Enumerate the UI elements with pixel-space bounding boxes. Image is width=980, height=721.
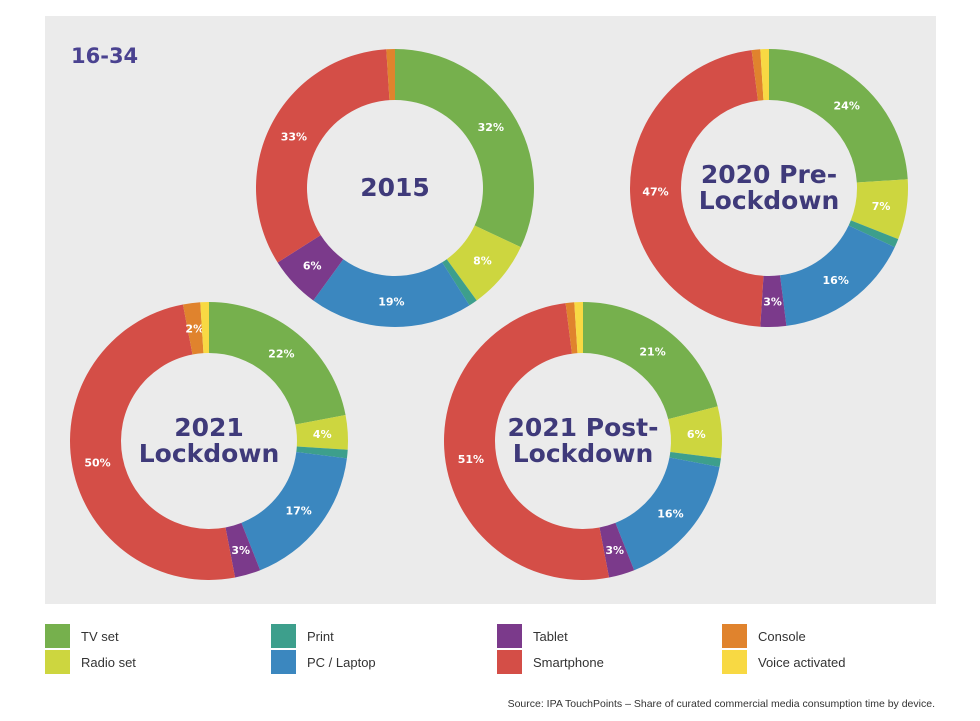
slice-2-voice-activated: [200, 302, 209, 354]
donut-charts-svg: 32%8%19%6%33%24%7%16%3%47%22%4%17%3%50%2…: [69, 49, 909, 581]
slice-1-tv-set: [769, 49, 908, 183]
slice-0-smartphone: [256, 49, 390, 263]
donut-title-2021-post-lockdown: 2021 Post- Lockdown: [483, 415, 683, 467]
slice-3-tv-set: [583, 302, 718, 420]
source-note: Source: IPA TouchPoints – Share of curat…: [507, 698, 935, 710]
title-line: Lockdown: [698, 186, 840, 215]
slice-label-2-pc-laptop: 17%: [286, 505, 312, 518]
legend-label: PC / Laptop: [307, 654, 376, 670]
slice-label-3-radio-set: 6%: [687, 428, 706, 441]
legend-swatch: [271, 650, 296, 674]
slice-label-2-tablet: 3%: [231, 544, 250, 557]
slice-2-tv-set: [209, 302, 346, 425]
slice-0-tablet: [277, 235, 344, 301]
chart-panel: 16-34 32% 8% 19% 6% 33% 24% 7% 16% 3% 47% 22% 4% 17%…: [45, 16, 936, 604]
slice-label-3-smartphone: 51%: [458, 453, 484, 466]
slice-label-1-smartphone: 47%: [642, 186, 668, 199]
legend-item-console: Console: [722, 624, 806, 648]
slice-3-tablet: [599, 522, 635, 578]
slice-3-voice-activated: [574, 302, 583, 354]
legend-label: Smartphone: [533, 654, 604, 670]
legend-label: TV set: [81, 628, 119, 644]
legend-label: Console: [758, 628, 806, 644]
slice-0-console: [386, 49, 395, 101]
legend-swatch: [722, 624, 747, 648]
legend-item-voice-activated: Voice activated: [722, 650, 845, 674]
slice-label-2-console: 2%: [185, 322, 204, 335]
slice-label-3-tv-set: 21%: [639, 345, 665, 358]
legend-item-tablet: Tablet: [497, 624, 568, 648]
slice-label-3-tablet: 3%: [605, 544, 624, 557]
legend-label: Radio set: [81, 654, 136, 670]
slice-label-1-pc-laptop: 16%: [823, 274, 849, 287]
slice-label-0-radio-set: 8%: [473, 254, 492, 267]
slice-3-radio-set: [668, 406, 722, 459]
slice-label-1-radio-set: 7%: [872, 200, 891, 213]
slice-2-pc-laptop: [241, 452, 347, 571]
slice-label-2-smartphone: 50%: [84, 456, 110, 469]
legend-item-tv-set: TV set: [45, 624, 119, 648]
slice-1-print: [848, 220, 899, 248]
slice-3-smartphone: [443, 303, 610, 581]
legend-item-radio-set: Radio set: [45, 650, 136, 674]
slice-1-smartphone: [630, 50, 764, 327]
legend-item-pc-laptop: PC / Laptop: [271, 650, 376, 674]
donut-title-2020-pre-lockdown: 2020 Pre- Lockdown: [669, 162, 869, 214]
slice-0-pc-laptop: [313, 259, 470, 327]
title-line: 2021 Post-: [507, 413, 659, 442]
slice-label-0-tablet: 6%: [303, 260, 322, 273]
donut-title-2021-lockdown: 2021 Lockdown: [109, 415, 309, 467]
slice-3-print: [669, 452, 721, 468]
slice-3-pc-laptop: [615, 457, 720, 571]
legend-swatch: [497, 624, 522, 648]
legend-swatch: [271, 624, 296, 648]
slice-0-radio-set: [446, 225, 521, 301]
slice-1-voice-activated: [760, 49, 769, 101]
title-line: Lockdown: [138, 439, 280, 468]
legend-label: Voice activated: [758, 654, 846, 670]
group-label: 16-34: [71, 44, 139, 68]
slice-1-console: [751, 49, 764, 101]
slice-label-1-tablet: 3%: [763, 295, 782, 308]
slice-0-print: [442, 259, 477, 306]
slice-2-smartphone: [69, 304, 236, 580]
legend-item-smartphone: Smartphone: [497, 650, 604, 674]
legend-label: Print: [307, 628, 334, 644]
slice-label-3-pc-laptop: 16%: [657, 507, 683, 520]
slice-1-tablet: [760, 275, 787, 327]
legend-label: Tablet: [533, 628, 568, 644]
slice-1-radio-set: [850, 179, 909, 240]
slice-label-0-pc-laptop: 19%: [378, 295, 404, 308]
title-line: 2021: [174, 413, 244, 442]
title-line: Lockdown: [512, 439, 654, 468]
slice-2-tablet: [225, 522, 261, 578]
title-line: 2015: [360, 173, 430, 202]
legend-item-print: Print: [271, 624, 334, 648]
slice-2-print: [296, 446, 348, 459]
slice-label-2-radio-set: 4%: [313, 428, 332, 441]
title-line: 2020 Pre-: [700, 160, 838, 189]
legend-swatch: [497, 650, 522, 674]
slice-2-radio-set: [295, 414, 348, 450]
legend-swatch: [722, 650, 747, 674]
slice-label-0-tv-set: 32%: [478, 121, 504, 134]
legend-swatch: [45, 650, 70, 674]
donut-title-2015: 2015: [295, 175, 495, 201]
slice-label-2-tv-set: 22%: [268, 348, 294, 361]
slice-2-console: [182, 302, 204, 355]
legend-swatch: [45, 624, 70, 648]
slice-label-1-tv-set: 24%: [834, 99, 860, 112]
slice-3-console: [565, 302, 578, 354]
slice-label-0-smartphone: 33%: [281, 130, 307, 143]
slice-0-tv-set: [395, 49, 534, 248]
slice-1-pc-laptop: [780, 225, 895, 326]
